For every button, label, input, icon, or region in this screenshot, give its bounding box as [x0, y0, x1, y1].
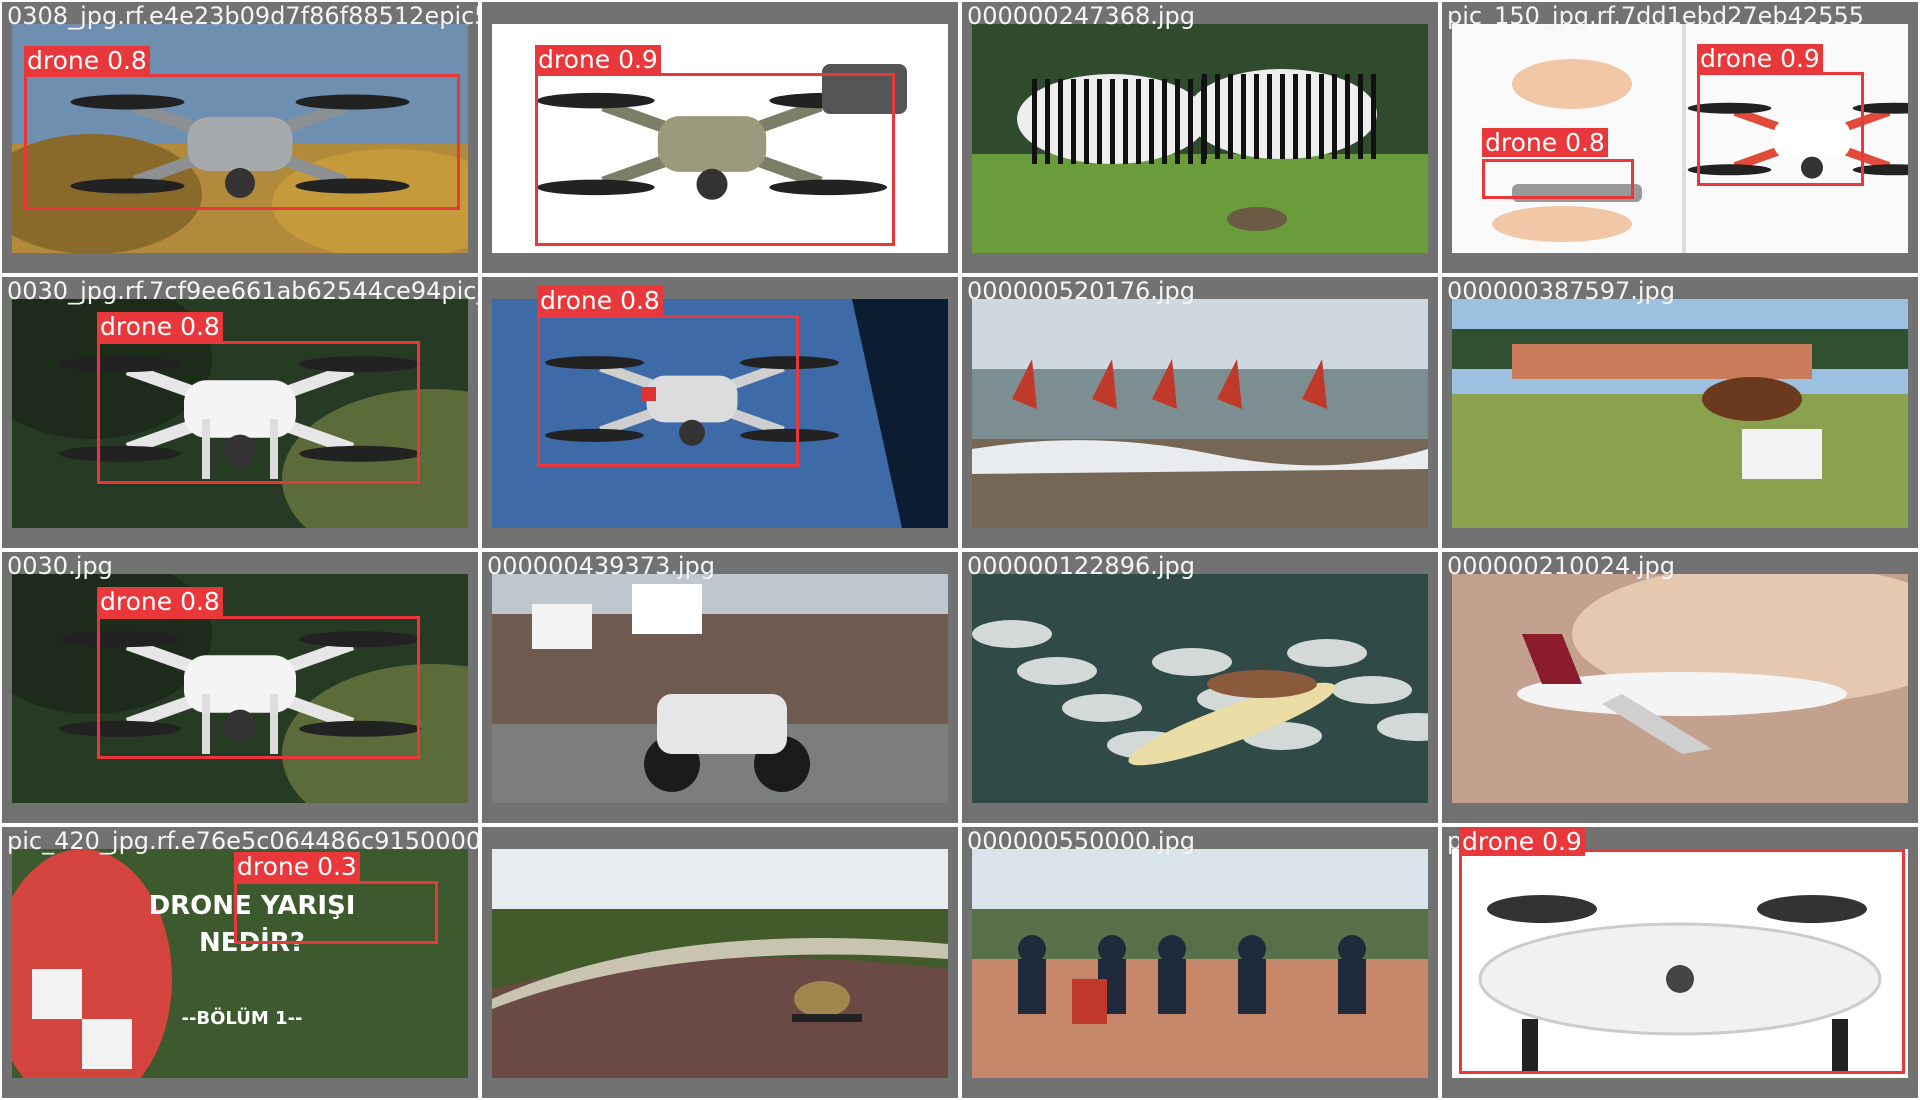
detection-label: drone 0.3: [234, 852, 360, 881]
result-tile: DRONE YARIŞI NEDİR? --BÖLÜM 1-- pic_420_jpg…: [2, 827, 478, 1098]
zebras-grass-image: [972, 24, 1428, 253]
svg-text:--BÖLÜM 1--: --BÖLÜM 1--: [181, 1007, 302, 1029]
result-tile: [482, 827, 958, 1098]
result-tile: 000000247368.jpg: [962, 2, 1438, 273]
skateboarder-road-image: [492, 849, 948, 1078]
airplane-sunset-image: [1452, 574, 1908, 803]
result-tile: 000000210024.jpg: [1442, 552, 1918, 823]
detection-label: drone 0.8: [97, 312, 223, 341]
svg-text:DRONE YARIŞI: DRONE YARIŞI: [149, 891, 356, 921]
detection-box: [537, 315, 799, 467]
detection-label: drone 0.8: [24, 46, 150, 75]
tile-image: [1452, 299, 1908, 528]
detection-label: drone 0.9: [1459, 827, 1585, 856]
tile-image: [972, 24, 1428, 253]
tile-image: [492, 574, 948, 803]
detection-label: drone 0.8: [537, 286, 663, 315]
detection-box: [535, 73, 895, 246]
tile-image: [972, 574, 1428, 803]
result-tile: 000000387597.jpg: [1442, 277, 1918, 548]
tile-image: [492, 849, 948, 1078]
result-tile: 000000122896.jpg: [962, 552, 1438, 823]
protest-motorcycle-image: [492, 574, 948, 803]
detection-box: [24, 74, 460, 210]
result-tile: 0030.jpg drone 0.8: [2, 552, 478, 823]
result-tile: drone 0.9: [482, 2, 958, 273]
result-tile: 000000439373.jpg: [482, 552, 958, 823]
result-tile: drone 0.8: [482, 277, 958, 548]
detection-label: drone 0.9: [535, 45, 661, 74]
result-tile: 0030_jpg.rf.7cf9ee661ab62544ce94pic_l dro…: [2, 277, 478, 548]
detection-box: [1459, 849, 1905, 1074]
result-tile: pic_150_jpg.rf.7dd1ebd27eb42555 drone 0.9…: [1442, 2, 1918, 273]
detection-box: [97, 341, 420, 484]
surfer-waves-image: [972, 574, 1428, 803]
tile-image: [972, 299, 1428, 528]
phantom-blue-sky-image: [492, 299, 948, 528]
baseball-field-image: [972, 849, 1428, 1078]
tile-image: [492, 299, 948, 528]
tile-image: [1452, 849, 1908, 1078]
result-tile: 000000520176.jpg: [962, 277, 1438, 548]
detection-label: drone 0.8: [97, 587, 223, 616]
horse-show-image: [1452, 299, 1908, 528]
detection-box: [1482, 159, 1634, 199]
tile-image: [12, 24, 468, 253]
tile-image: [972, 849, 1428, 1078]
tile-image: [1452, 574, 1908, 803]
white-drone-closeup-image: [1452, 849, 1908, 1078]
result-tile: 0308_jpg.rf.e4e23b09d7f86f88512epic52064…: [2, 2, 478, 273]
detection-box: [234, 881, 438, 944]
tile-image: DRONE YARIŞI NEDİR? --BÖLÜM 1--: [12, 849, 468, 1078]
result-tile: pic_drone 0.9: [1442, 827, 1918, 1098]
detection-box: [1697, 72, 1864, 186]
detection-box: [97, 616, 420, 759]
beach-windsurf-image: [972, 299, 1428, 528]
drone-sky-trees-image: [12, 24, 468, 253]
detection-label: drone 0.8: [1482, 128, 1608, 157]
result-tile: 000000550000.jpg: [962, 827, 1438, 1098]
detection-label: drone 0.9: [1697, 44, 1823, 73]
